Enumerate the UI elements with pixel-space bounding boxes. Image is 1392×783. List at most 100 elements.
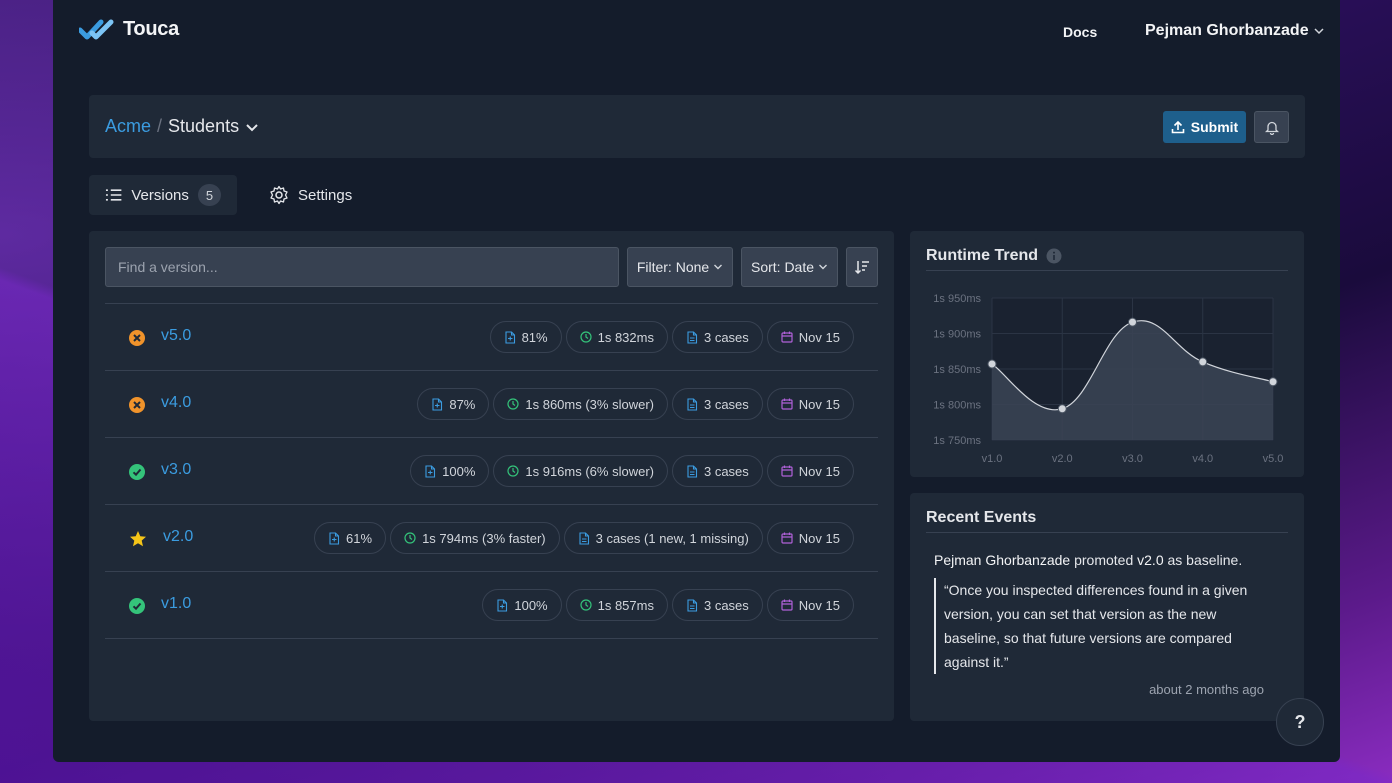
date-value: Nov 15 (798, 530, 840, 546)
sort-select[interactable]: Sort: Date (741, 247, 838, 287)
bell-icon (1264, 121, 1279, 135)
version-badges: 81% 1s 832ms 3 cases Nov 15 (489, 321, 854, 353)
upload-icon (1171, 120, 1185, 134)
docs-link[interactable]: Docs (1063, 24, 1098, 40)
runtime-value: 1s 832ms (597, 329, 654, 345)
breadcrumb-suite[interactable]: Students (168, 116, 240, 136)
x-tick-label: v2.0 (1052, 453, 1073, 465)
score-value: 81% (521, 329, 548, 345)
user-name: Pejman Ghorbanzade (1145, 22, 1309, 39)
date-value: Nov 15 (798, 396, 840, 412)
version-link[interactable]: v1.0 (161, 595, 192, 612)
runtime-value: 1s 857ms (597, 597, 654, 613)
list-icon (105, 189, 122, 201)
document-icon (687, 330, 698, 344)
version-link[interactable]: v2.0 (163, 528, 194, 545)
cases-badge: 3 cases (671, 455, 763, 487)
score-value: 100% (442, 463, 476, 479)
date-badge: Nov 15 (766, 388, 854, 420)
date-value: Nov 15 (798, 597, 840, 613)
version-link[interactable]: v5.0 (161, 327, 192, 344)
chevron-down-icon (1314, 28, 1324, 35)
calendar-icon (781, 331, 793, 343)
version-row[interactable]: v2.0 61% 1s 794ms (3% faster) 3 cases (1 ne… (105, 505, 878, 572)
cases-value: 3 cases (703, 597, 749, 613)
submit-button[interactable]: Submit (1163, 111, 1246, 143)
version-badges: 61% 1s 794ms (3% faster) 3 cases (1 new, 1… (314, 522, 854, 554)
sort-label: Sort: Date (750, 259, 815, 275)
chart-data-point (1128, 317, 1137, 327)
score-badge: 100% (410, 455, 490, 487)
breadcrumb-team[interactable]: Acme (105, 116, 152, 136)
x-tick-label: v1.0 (982, 453, 1003, 465)
cases-badge: 3 cases (671, 321, 763, 353)
filter-label: Filter: None (636, 259, 710, 275)
score-badge: 61% (314, 522, 387, 554)
clock-icon (580, 599, 592, 611)
event-actor[interactable]: Pejman Ghorbanzade (934, 552, 1071, 568)
version-row[interactable]: v4.0 87% 1s 860ms (3% slower) 3 cases Nov 15 (105, 371, 878, 438)
chevron-down-icon (819, 264, 828, 270)
date-value: Nov 15 (798, 329, 840, 345)
cases-badge: 3 cases (671, 589, 763, 621)
cases-value: 3 cases (1 new, 1 missing) (595, 530, 749, 546)
x-tick-label: v4.0 (1192, 453, 1213, 465)
cases-value: 3 cases (703, 463, 749, 479)
passed-status-icon (129, 464, 145, 480)
version-row[interactable]: v3.0 100% 1s 916ms (6% slower) 3 cases Nov 1… (105, 438, 878, 505)
logo[interactable]: Touca (79, 18, 179, 41)
document-icon (687, 397, 698, 411)
version-row[interactable]: v1.0 100% 1s 857ms 3 cases Nov 15 (105, 572, 878, 639)
version-link[interactable]: v4.0 (161, 394, 192, 411)
y-tick-label: 1s 900ms (933, 329, 981, 341)
document-icon (579, 531, 589, 545)
filter-select[interactable]: Filter: None (627, 247, 733, 287)
x-tick-label: v3.0 (1122, 453, 1143, 465)
versions-count-badge: 5 (197, 184, 221, 206)
recent-events-heading: Recent Events (926, 509, 1037, 526)
search-input[interactable] (105, 247, 619, 287)
passed-status-icon (129, 598, 145, 614)
cases-badge: 3 cases (671, 388, 763, 420)
tab-settings[interactable]: Settings (253, 175, 368, 215)
version-list: v5.0 81% 1s 832ms 3 cases Nov 15 v4.0 87% 1s 86… (105, 303, 878, 639)
sort-descending-icon (854, 261, 869, 275)
date-badge: Nov 15 (766, 522, 854, 554)
score-badge: 100% (482, 589, 562, 621)
user-menu[interactable]: Pejman Ghorbanzade (1145, 22, 1325, 40)
x-tick-label: v5.0 (1263, 453, 1284, 465)
version-link[interactable]: v3.0 (161, 461, 192, 478)
tab-settings-label: Settings (298, 186, 353, 204)
breadcrumb: Acme / Students (105, 116, 259, 137)
chevron-down-icon (714, 264, 723, 270)
breadcrumb-bar: Acme / Students Submit (89, 95, 1305, 158)
tab-versions-label: Versions (131, 186, 189, 204)
date-value: Nov 15 (798, 463, 840, 479)
event-version[interactable]: v2.0 (1137, 552, 1164, 568)
event-action: promoted (1074, 552, 1134, 568)
recent-events-panel: Recent Events Pejman Ghorbanzade promote… (910, 493, 1304, 721)
score-badge: 81% (489, 321, 562, 353)
document-icon (687, 598, 698, 612)
info-icon[interactable] (1046, 248, 1062, 264)
date-badge: Nov 15 (766, 321, 854, 353)
sort-order-button[interactable] (846, 247, 878, 287)
touca-logo-icon (79, 19, 114, 39)
runtime-value: 1s 794ms (3% faster) (422, 530, 546, 546)
app-window: Touca Docs Pejman Ghorbanzade Acme / Stu… (53, 0, 1340, 762)
runtime-badge: 1s 860ms (3% slower) (493, 388, 668, 420)
calendar-icon (781, 532, 793, 544)
version-badges: 100% 1s 916ms (6% slower) 3 cases Nov 15 (410, 455, 854, 487)
chevron-down-icon[interactable] (245, 120, 259, 134)
version-row[interactable]: v5.0 81% 1s 832ms 3 cases Nov 15 (105, 304, 878, 371)
y-tick-label: 1s 950ms (933, 293, 981, 305)
score-value: 100% (514, 597, 548, 613)
notifications-button[interactable] (1254, 111, 1289, 143)
tab-versions[interactable]: Versions 5 (89, 175, 237, 215)
runtime-trend-panel: Runtime Trend 1s 950ms 1s 900ms 1s 850ms 1s… (910, 231, 1304, 477)
help-button[interactable]: ? (1276, 698, 1324, 746)
event-suffix: as baseline. (1167, 552, 1243, 568)
versions-panel: Filter: None Sort: Date v5.0 81% 1s 832ms 3… (89, 231, 894, 721)
calendar-icon (781, 398, 793, 410)
calendar-icon (781, 599, 793, 611)
